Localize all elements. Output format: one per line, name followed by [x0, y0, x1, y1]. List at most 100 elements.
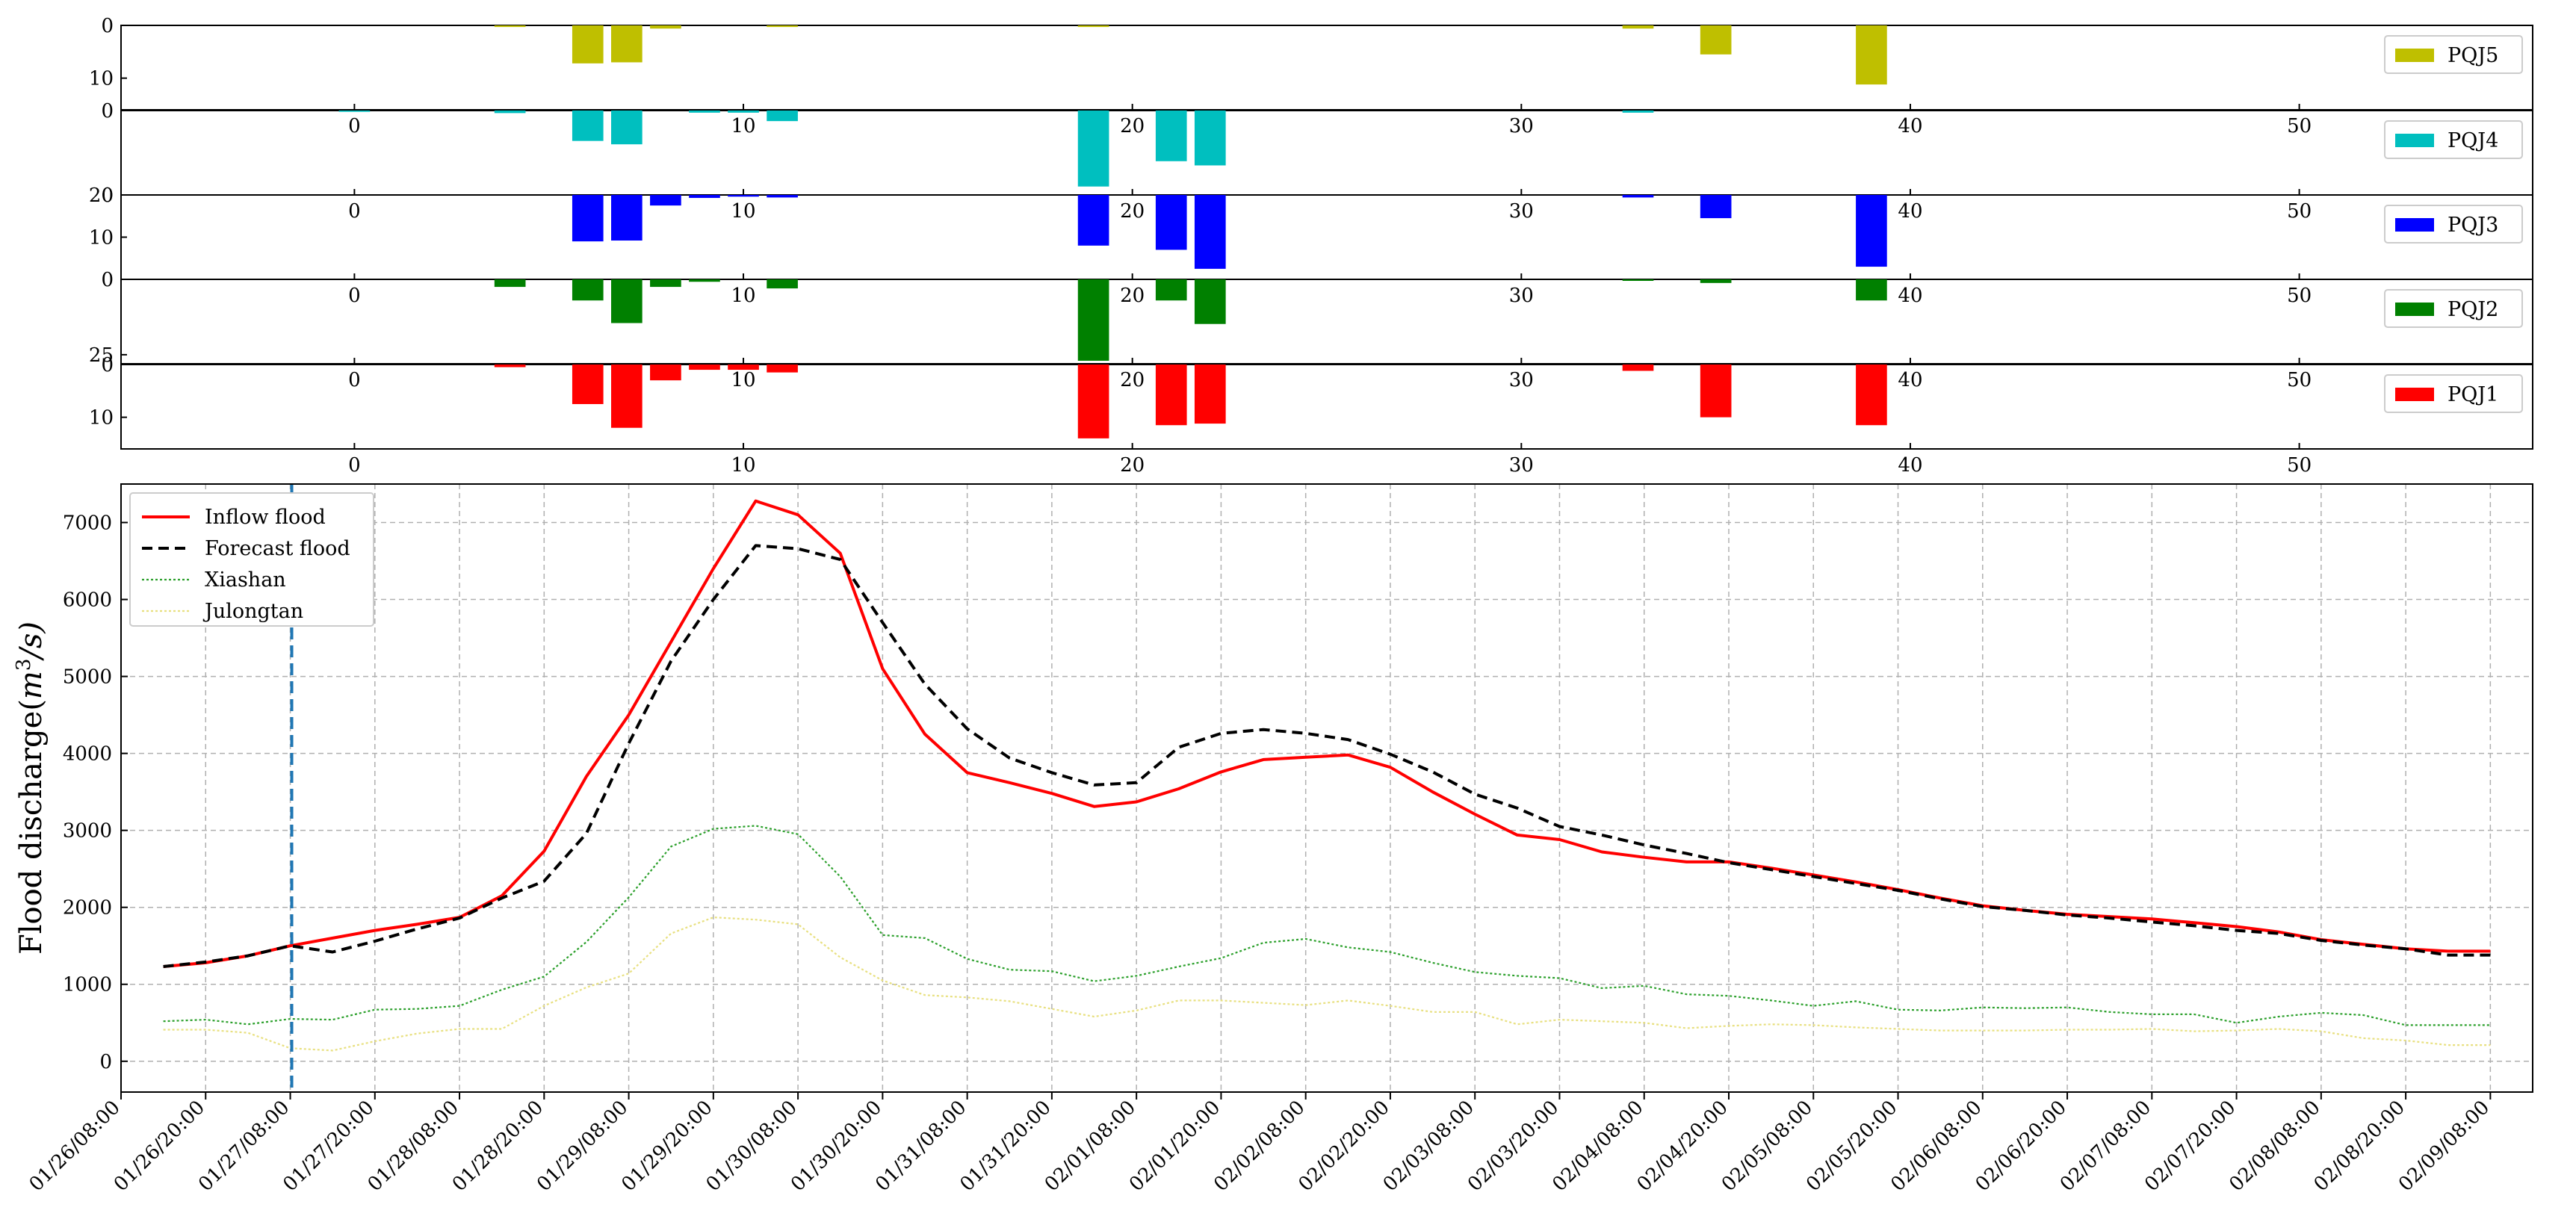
legend-label: Inflow flood [205, 506, 326, 529]
bar-panel-pqj3: 0 10 0 10 20 30 40 50 PQJ3 [89, 184, 2533, 307]
rain-bar-pqj3 [572, 195, 604, 242]
rain-bar-pqj5 [1856, 25, 1887, 85]
y-tick-label: 20 [89, 184, 114, 207]
rain-bar-pqj4 [611, 111, 643, 145]
rain-bar-pqj1 [1077, 365, 1109, 438]
x-tick-label: 30 [1509, 115, 1534, 137]
rain-bar-pqj2 [1622, 279, 1654, 282]
rain-bar-pqj3 [1077, 195, 1109, 246]
bar-panel-pqj1: 0 10 0 10 20 30 40 50 PQJ1 [89, 354, 2533, 477]
y-tick-label: 0 [99, 1051, 112, 1073]
x-tick-label: 50 [2287, 285, 2312, 307]
rain-bar-pqj4 [1194, 111, 1226, 166]
x-tick-label: 30 [1509, 200, 1534, 223]
rain-bar-pqj3 [1856, 195, 1887, 267]
rain-bar-pqj1 [1155, 365, 1187, 426]
rain-bar-pqj5 [650, 25, 681, 29]
rain-bar-pqj2 [1194, 279, 1226, 324]
x-tick-label: 02/09/08:00 [2394, 1097, 2494, 1196]
rain-bar-pqj1 [494, 365, 526, 368]
panel-frame [120, 110, 2533, 196]
line-panel-frame [120, 483, 2533, 1093]
x-tick-label: 50 [2287, 200, 2312, 223]
x-tick-label: 10 [731, 285, 755, 307]
y-axis-label: Flood discharge(m3/s) [13, 621, 49, 955]
rain-bar-pqj4 [728, 111, 759, 113]
legend-swatch [2395, 218, 2434, 232]
series-line-julongtan [163, 916, 2491, 1052]
rain-bar-pqj5 [1700, 25, 1732, 55]
flood-discharge-panel: 0100020003000400050006000700001/26/08:00… [13, 483, 2533, 1196]
y-axis-unit-tail: /s) [14, 621, 49, 662]
panel-frame [120, 25, 2533, 111]
rain-bar-pqj2 [1700, 279, 1732, 283]
x-tick-label: 50 [2287, 115, 2312, 137]
legend-box [129, 492, 374, 627]
legend-label: PQJ3 [2447, 214, 2498, 237]
rain-bar-pqj3 [1622, 195, 1654, 198]
x-tick-label: 0 [348, 454, 361, 477]
legend-swatch [2395, 134, 2434, 147]
legend-label: Forecast flood [205, 537, 350, 560]
rain-bar-pqj5 [572, 25, 604, 63]
legend-label: PQJ1 [2447, 383, 2498, 406]
rain-bar-pqj4 [767, 111, 798, 122]
y-tick-label: 0 [101, 269, 114, 291]
legend-swatch [2395, 303, 2434, 316]
series-line-inflow-flood [163, 499, 2491, 968]
bar-panel-pqj5: 0 10 0 10 20 30 40 50 PQJ5 [89, 15, 2533, 137]
y-tick-label: 3000 [63, 820, 112, 843]
x-tick-label: 10 [731, 454, 755, 477]
x-tick-label: 20 [1120, 285, 1145, 307]
rain-bar-pqj1 [1856, 365, 1887, 426]
panel-frame [120, 194, 2533, 280]
y-tick-label: 0 [101, 15, 114, 37]
legend-swatch [2395, 388, 2434, 401]
y-tick-label: 10 [89, 407, 114, 430]
rain-bar-pqj1 [728, 365, 759, 370]
rain-bar-pqj1 [572, 365, 604, 404]
x-tick-label: 20 [1120, 369, 1145, 391]
rain-bar-pqj3 [767, 195, 798, 198]
rain-bar-pqj1 [767, 365, 798, 373]
x-tick-label: 40 [1898, 369, 1922, 391]
rain-bar-pqj5 [611, 25, 643, 63]
rain-bar-pqj3 [1700, 195, 1732, 219]
x-tick-label: 30 [1509, 454, 1534, 477]
line-legend: Inflow flood Forecast flood Xiashan Julongt… [129, 492, 374, 627]
rain-bar-pqj2 [611, 279, 643, 323]
y-tick-label: 4000 [63, 743, 112, 766]
rain-bar-pqj4 [338, 111, 371, 112]
rain-bar-pqj4 [689, 111, 720, 113]
legend-swatch [2395, 49, 2434, 62]
y-tick-label: 0 [101, 354, 114, 376]
x-tick-label: 20 [1120, 200, 1145, 223]
rain-bar-pqj5 [767, 25, 798, 28]
rain-bar-pqj1 [1700, 365, 1732, 418]
y-tick-label: 0 [101, 184, 114, 207]
y-tick-label: 0 [101, 100, 114, 123]
x-tick-label: 50 [2287, 369, 2312, 391]
rain-bar-pqj3 [1194, 195, 1226, 269]
y-tick-label: 6000 [63, 589, 112, 612]
y-tick-label: 25 [89, 344, 114, 367]
y-tick-label: 7000 [63, 512, 112, 535]
legend-label: PQJ5 [2447, 44, 2498, 67]
y-tick-label: 10 [89, 227, 114, 249]
rain-bar-pqj5 [1077, 25, 1109, 28]
legend-box [2384, 205, 2523, 244]
x-tick-label: 10 [731, 115, 755, 137]
rain-bar-pqj4 [1077, 111, 1109, 187]
rain-bar-pqj2 [1155, 279, 1187, 301]
y-tick-label: 10 [89, 68, 114, 90]
rain-bar-pqj3 [728, 195, 759, 197]
rain-bar-pqj2 [1077, 279, 1109, 361]
rain-bar-pqj1 [611, 365, 643, 428]
x-tick-label: 0 [348, 200, 361, 223]
y-tick-label: 2000 [63, 897, 112, 920]
series-line-xiashan [163, 825, 2491, 1026]
